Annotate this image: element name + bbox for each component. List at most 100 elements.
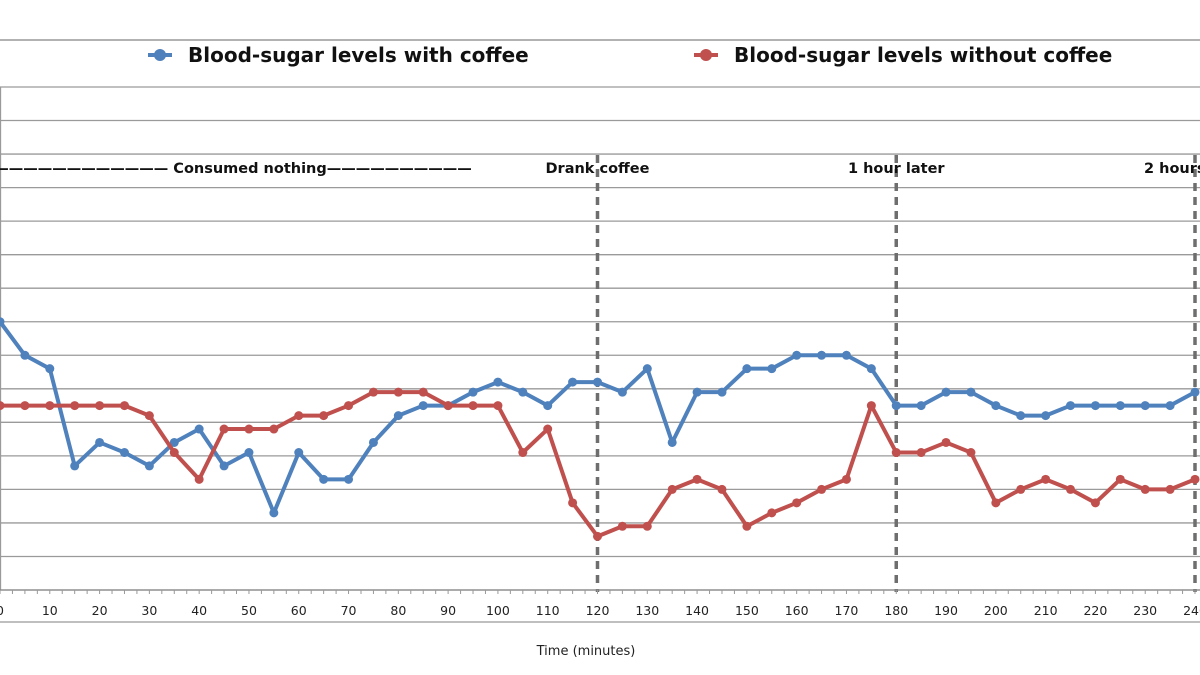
data-point [1066, 401, 1076, 411]
data-point [95, 437, 105, 447]
data-point [991, 401, 1001, 411]
data-point [866, 364, 876, 374]
data-point [1165, 401, 1175, 411]
data-point [866, 401, 876, 411]
data-point [667, 484, 677, 494]
data-point [891, 448, 901, 458]
data-point [45, 364, 55, 374]
series-with-coffee [0, 317, 1200, 518]
data-point [518, 448, 528, 458]
data-point [119, 448, 129, 458]
data-point [0, 317, 5, 327]
data-point [941, 387, 951, 397]
data-point [617, 387, 627, 397]
data-point [344, 474, 354, 484]
data-point [1016, 411, 1026, 421]
data-point [368, 437, 378, 447]
x-tick-label: 40 [191, 603, 207, 618]
data-point [767, 364, 777, 374]
data-point [70, 401, 80, 411]
data-point [642, 521, 652, 531]
x-tick-label: 70 [341, 603, 357, 618]
data-point [617, 521, 627, 531]
series-without-coffee [0, 387, 1200, 541]
data-point [244, 448, 254, 458]
data-point [841, 350, 851, 360]
data-point [319, 411, 329, 421]
data-point [642, 364, 652, 374]
data-point [1140, 401, 1150, 411]
data-point [767, 508, 777, 518]
data-point [319, 474, 329, 484]
data-point [493, 377, 503, 387]
x-tick-label: 0 [0, 603, 4, 618]
legend: Blood-sugar levels with coffee Blood-sug… [148, 43, 1112, 67]
data-point [543, 424, 553, 434]
data-point [219, 461, 229, 471]
x-tick-label: 120 [586, 603, 610, 618]
x-tick-label: 20 [92, 603, 108, 618]
x-tick-label: 10 [42, 603, 58, 618]
data-point [144, 411, 154, 421]
data-point [1090, 401, 1100, 411]
x-tick-label: 110 [536, 603, 560, 618]
data-point [966, 448, 976, 458]
x-tick-label: 170 [835, 603, 859, 618]
data-point [792, 350, 802, 360]
data-point [0, 401, 5, 411]
legend-item-with-coffee[interactable]: Blood-sugar levels with coffee [148, 43, 529, 67]
x-axis-label: Time (minutes) [536, 644, 636, 659]
x-tick-label: 60 [291, 603, 307, 618]
data-point [717, 387, 727, 397]
data-point [144, 461, 154, 471]
data-point [817, 350, 827, 360]
x-tick-label: 100 [486, 603, 510, 618]
data-point [593, 377, 602, 387]
data-point [194, 424, 204, 434]
x-tick-label: 90 [440, 603, 456, 618]
gridlines [0, 86, 1200, 591]
vertical-markers [595, 155, 1197, 592]
data-point [916, 401, 926, 411]
data-point [368, 387, 378, 397]
legend-marker-without-coffee [700, 49, 712, 61]
x-tick-label: 200 [984, 603, 1008, 618]
data-point [692, 387, 702, 397]
data-point [418, 387, 428, 397]
data-point [667, 437, 677, 447]
data-point [468, 387, 478, 397]
annotation-label: 2 hours later [1144, 161, 1200, 177]
x-tick-label: 220 [1083, 603, 1107, 618]
annotation-label: Drank coffee [546, 161, 650, 177]
data-point [194, 474, 204, 484]
data-point [169, 437, 179, 447]
data-point [1165, 484, 1175, 494]
legend-item-without-coffee[interactable]: Blood-sugar levels without coffee [694, 43, 1112, 67]
data-point [692, 474, 702, 484]
legend-label-without-coffee: Blood-sugar levels without coffee [734, 43, 1112, 67]
data-point [344, 401, 354, 411]
data-point [916, 448, 926, 458]
data-point [393, 387, 403, 397]
x-tick-label: 240 [1183, 603, 1200, 618]
data-point [269, 508, 279, 518]
x-tick-label: 190 [934, 603, 958, 618]
x-axis: 0 10 20 30 40 50 60 70 80 90 100 110 120 130 140 150 160… [0, 589, 1200, 623]
data-point [1090, 498, 1100, 508]
data-point [1190, 387, 1200, 397]
data-point [169, 448, 179, 458]
data-point [1190, 474, 1200, 484]
data-point [393, 411, 403, 421]
data-point [244, 424, 254, 434]
series [0, 317, 1200, 541]
data-point [443, 401, 453, 411]
data-point [468, 401, 478, 411]
data-point [792, 498, 802, 508]
data-point [294, 411, 304, 421]
x-tick-label: 50 [241, 603, 257, 618]
x-tick-label: 230 [1133, 603, 1157, 618]
annotation-label: ———————————— Consumed nothing—————————— [0, 161, 472, 177]
data-point [269, 424, 279, 434]
x-tick-label: 180 [884, 603, 908, 618]
